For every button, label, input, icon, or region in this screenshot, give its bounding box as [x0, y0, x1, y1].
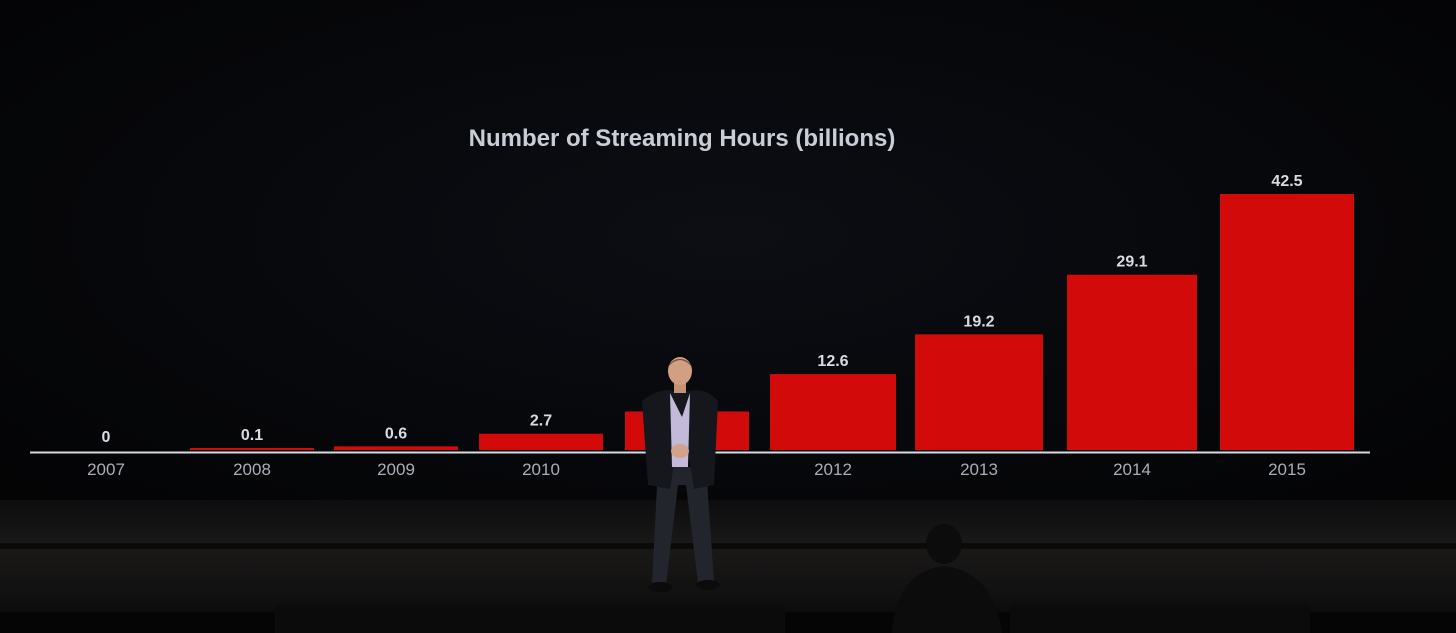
- presenter-figure: [642, 357, 720, 592]
- bar-2009: [334, 446, 458, 450]
- year-label-2015: 2015: [1268, 460, 1306, 479]
- bar-2012: [770, 374, 896, 450]
- stage-monitor-right: [1010, 605, 1310, 633]
- year-label-2012: 2012: [814, 460, 852, 479]
- bar-2015: [1220, 194, 1354, 450]
- year-label-2014: 2014: [1113, 460, 1151, 479]
- year-label-group: 2007 2008 2009 2010 2012 2013 2014 2015: [87, 460, 1306, 479]
- stage-edge: [0, 543, 1456, 549]
- year-label-2008: 2008: [233, 460, 271, 479]
- bar-2010: [479, 433, 603, 450]
- year-label-2010: 2010: [522, 460, 560, 479]
- value-label-group: 00.10.62.7312.619.229.142.5: [102, 173, 1303, 446]
- value-label-2013: 19.2: [963, 313, 994, 330]
- bar-2013: [915, 334, 1043, 450]
- value-label-2008: 0.1: [241, 427, 263, 444]
- value-label-2007: 0: [102, 429, 111, 446]
- year-label-2009: 2009: [377, 460, 415, 479]
- bar-2008: [190, 448, 314, 450]
- bar-2014: [1067, 274, 1197, 450]
- bar-group: [190, 194, 1354, 450]
- audience-silhouette: [892, 524, 1002, 633]
- value-label-2010: 2.7: [530, 413, 552, 430]
- year-label-2013: 2013: [960, 460, 998, 479]
- value-label-2014: 29.1: [1116, 254, 1147, 271]
- year-label-2007: 2007: [87, 460, 125, 479]
- stage-monitor-left: [275, 605, 785, 633]
- chart-title: Number of Streaming Hours (billions): [469, 125, 896, 152]
- value-label-2012: 12.6: [817, 353, 848, 370]
- value-label-2015: 42.5: [1271, 173, 1302, 190]
- value-label-2009: 0.6: [385, 425, 407, 442]
